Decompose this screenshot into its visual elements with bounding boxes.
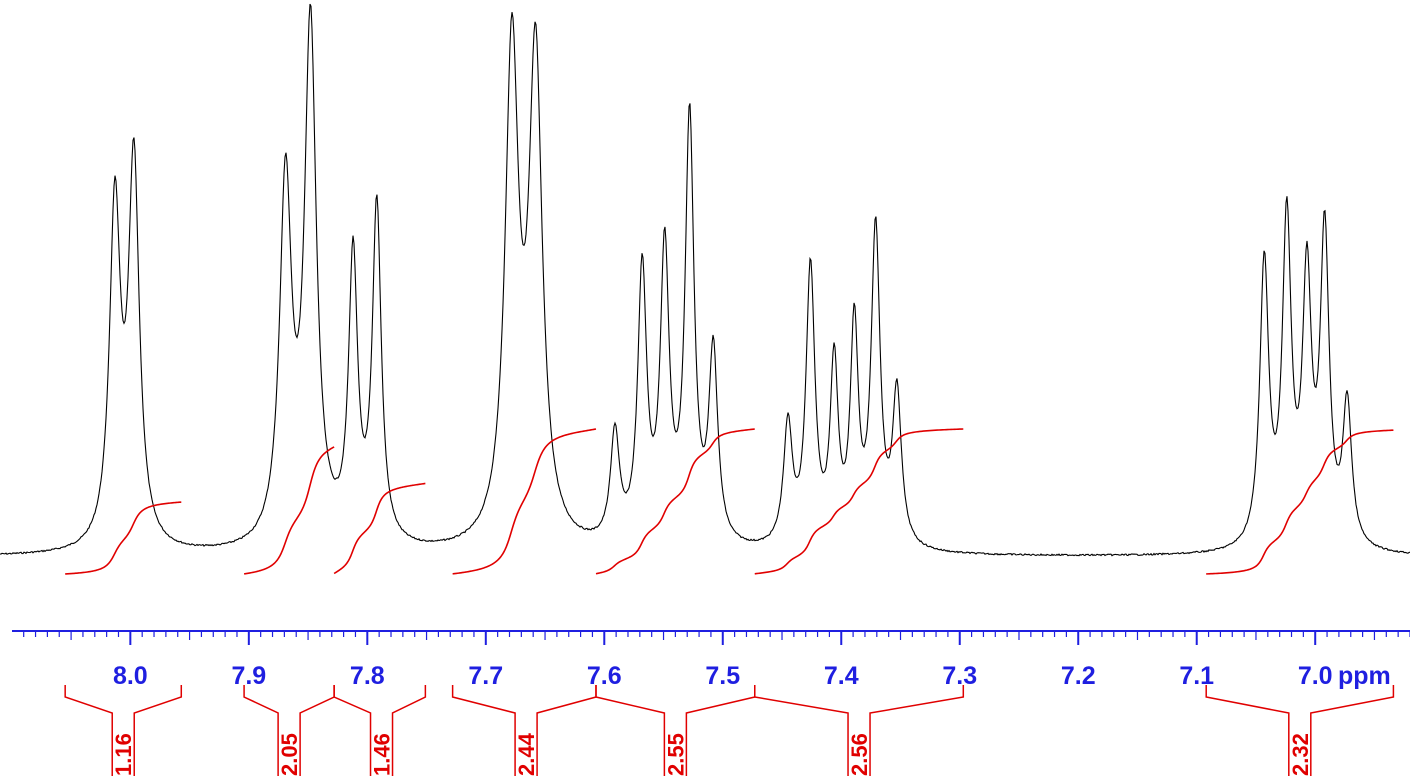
tick-label: 7.1 xyxy=(1179,662,1214,690)
integral-bracket xyxy=(754,685,965,776)
tick-label: 7.5 xyxy=(705,662,740,690)
integral-curve xyxy=(65,501,182,575)
tick-label: 7.6 xyxy=(587,662,622,690)
integral-value: 2.55 xyxy=(663,733,688,776)
ppm-axis: 8.0 7.9 7.8 7.7 7.6 7.5 7.4 7.3 7.2 7.1 7.0 ppm xyxy=(12,630,1410,690)
integral-brackets: 1.16 2.05 1.46 2.44 2.55 2.56 2.32 xyxy=(64,685,1395,776)
axis-ticks xyxy=(23,631,1410,645)
integral-curve xyxy=(333,482,426,575)
integral-value: 1.46 xyxy=(370,733,395,776)
tick-label: 7.7 xyxy=(468,662,503,690)
axis-unit-label: ppm xyxy=(1338,662,1391,690)
spectrum-plot-area xyxy=(0,3,1410,557)
integral-value: 2.32 xyxy=(1288,733,1313,776)
integral-curve xyxy=(452,428,597,575)
tick-label: 7.4 xyxy=(824,662,859,690)
integral-value: 2.44 xyxy=(514,732,539,776)
spectrum-line xyxy=(0,3,1410,557)
tick-label: 7.9 xyxy=(231,662,266,690)
integral-bracket xyxy=(64,685,183,776)
tick-label: 7.2 xyxy=(1061,662,1096,690)
integral-bracket xyxy=(333,685,427,776)
tick-label: 8.0 xyxy=(113,662,148,690)
integral-curve xyxy=(754,428,964,575)
integral-value: 1.16 xyxy=(111,733,136,776)
tick-label: 7.3 xyxy=(942,662,977,690)
axis-tick-labels: 8.0 7.9 7.8 7.7 7.6 7.5 7.4 7.3 7.2 7.1 7.0 xyxy=(113,662,1333,690)
integral-bracket xyxy=(1205,685,1395,776)
tick-label: 7.0 xyxy=(1298,662,1333,690)
integral-value: 2.05 xyxy=(277,733,302,776)
integral-curve xyxy=(243,446,335,575)
integral-curves xyxy=(65,428,1394,575)
tick-label: 7.8 xyxy=(350,662,385,690)
integral-curve xyxy=(1206,429,1394,575)
integral-value: 2.56 xyxy=(847,733,872,776)
integral-curve xyxy=(595,428,755,575)
